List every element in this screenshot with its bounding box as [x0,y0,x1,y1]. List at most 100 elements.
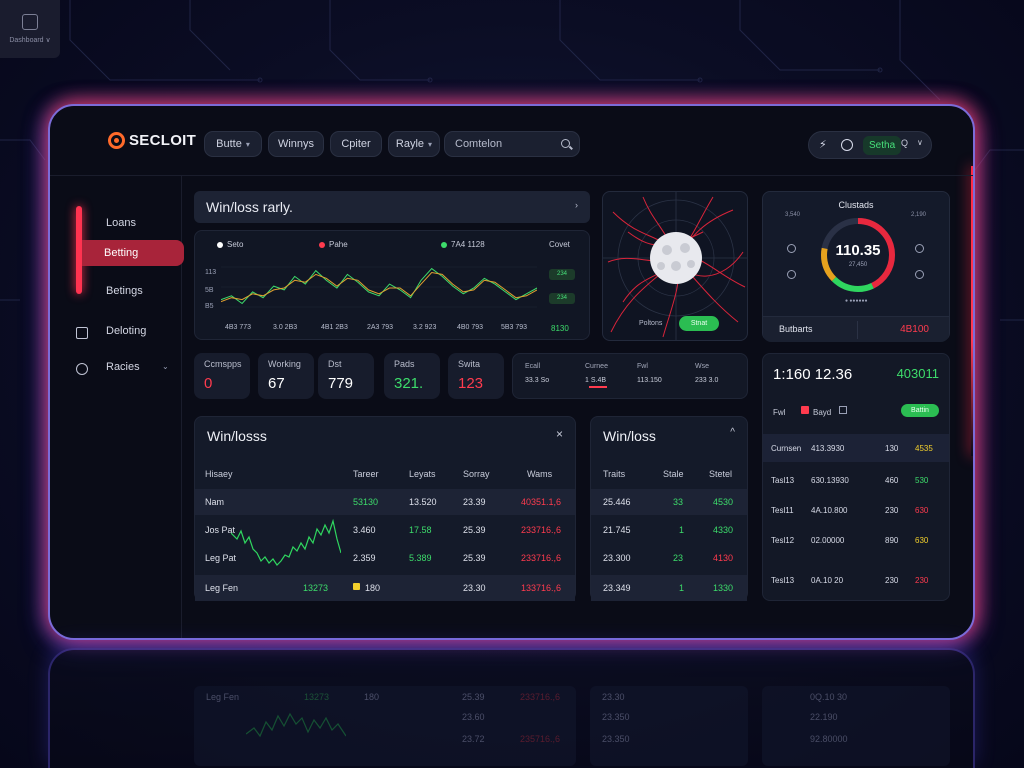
cell: 17.58 [409,525,432,535]
table-row[interactable]: Leg Pat 2.359 5.389 25.39 233716.,6 [195,545,575,571]
sidebar-item-racies[interactable]: Racies [84,354,186,380]
search-icon[interactable]: Q [901,138,909,148]
clock-icon [76,363,88,375]
table-row[interactable]: Nam 53130 13.520 23.39 40351.1,6 [195,489,575,515]
table-row[interactable]: Tesl12 02.00000 890 630 [763,526,949,554]
nav-winnys[interactable]: Winnys [268,131,324,157]
grid-icon [915,270,924,279]
nav-butte-dropdown[interactable]: Butte ▾ [204,131,262,157]
legend-label: 7A4 1128 [451,240,485,249]
sidebar-item-betings[interactable]: Betings [84,278,186,304]
cell: 230 [915,576,929,585]
table-row[interactable]: 25.446 33 4530 [591,489,747,515]
reflection-text: 13273 [304,692,330,702]
stat-label: Working [268,359,301,369]
sidebar-item-deloting[interactable]: Deloting [84,318,186,344]
table-row[interactable]: 23.300 23 4130 [591,545,747,571]
plug-icon[interactable]: ⚡ [819,139,827,151]
cell: 23.300 [603,553,631,563]
stat-card[interactable]: Ccmspps 0 [194,353,250,399]
stat-card[interactable]: Pads 321. [384,353,440,399]
legend-dot [441,241,447,248]
column-header[interactable]: Stale [663,469,684,479]
nav-cpiter[interactable]: Cpiter [330,131,382,157]
stat-card[interactable]: Dst 779 [318,353,374,399]
strip-header: Fwl [637,363,648,370]
chart-title-bar[interactable]: Win/loss rarly. › [194,191,590,223]
sidebar-item-loans[interactable]: Loans [84,210,186,236]
chevron-up-icon[interactable]: ^ [730,427,735,438]
sidebar-item-betting[interactable]: Betting [82,240,184,266]
column-header[interactable]: Traits [603,469,626,479]
strip-red-indicator [589,386,607,388]
table-row[interactable]: Curnsen 413.3930 130 4535 [763,434,949,462]
cell: Nam [205,497,225,507]
nav-label: Winnys [277,138,315,150]
table-row[interactable]: Leg Fen 13273 180 23.30 133716.,6 [195,575,575,601]
winloss-small-panel: Win/loss ^ Traits Stale Stetel 25.446 33… [590,416,748,601]
top-bar: SECLOIT Butte ▾ Winnys Cpiter Rayle ▾ Co… [50,106,973,176]
chevron-down-icon[interactable]: ⌄ [162,362,169,371]
x-tick-label: 3.0 2B3 [273,324,298,331]
reflection-text: 23.60 [462,712,485,722]
battin-button[interactable]: Battin [901,404,939,417]
stat-card[interactable]: Swita 123 [448,353,504,399]
gauge-legend-dots: ● ●●●●●● [845,298,868,304]
table-row[interactable]: 23.349 1 1330 [591,575,747,601]
corner-dashboard-menu[interactable]: Dashboard ∨ [0,0,60,58]
search-icon[interactable] [561,139,570,148]
winloss-table-panel: Win/losss × Hisaey Tareer Leyats Sorray … [194,416,576,601]
cell: Tesl12 [771,536,795,545]
setha-pill[interactable]: Setha [863,136,902,155]
column-header[interactable]: Stetel [709,469,733,479]
column-header[interactable]: Sorray [463,469,490,479]
x-tick-label: 2A3 793 [367,324,394,331]
cell: 890 [885,536,899,545]
map-action-button[interactable]: Stnat [679,316,719,331]
network-map [603,192,747,340]
stat-value: 779 [328,375,354,392]
legend-right-label: Covet [549,240,570,249]
cell: 530 [915,476,929,485]
table-row[interactable]: Tesl13 0A.10 20 230 230 [763,566,949,594]
pricing-sub-label: Fwl [773,408,786,417]
table-row[interactable]: Tesl11 4A.10.800 230 630 [763,496,949,524]
gauge-subvalue: 27,450 [848,262,868,268]
column-header[interactable]: Hisaey [205,469,233,479]
table-row[interactable]: Jos Pat 3.460 17.58 25.39 233716.,6 [195,517,575,543]
strip-header: Wse [695,363,709,370]
column-header[interactable]: Tareer [353,469,379,479]
globe-icon[interactable] [841,139,853,151]
settings-icon [787,244,796,253]
cell: 230 [885,576,899,585]
cell: 630 [915,506,929,515]
sidebar-item-label: Betings [106,285,143,297]
column-header[interactable]: Leyats [409,469,436,479]
reflection-text: 233716.,6 [520,692,561,702]
brand-logo[interactable]: SECLOIT [108,132,196,149]
chevron-right-icon[interactable]: › [575,200,578,210]
stat-card[interactable]: Working 67 [258,353,314,399]
toolbar-right: ⚡ Setha Q ∨ [808,131,932,159]
chevron-down-icon[interactable]: ∨ [917,138,923,147]
table-row[interactable]: 21.745 1 4330 [591,517,747,543]
cell: 5.389 [409,553,432,563]
close-icon[interactable]: × [555,427,563,441]
strip-value: 1 S.4B [585,377,607,384]
stat-label: Ccmspps [204,359,242,369]
cell: 23.39 [463,497,486,507]
reflection-text: 92.80000 [810,734,848,744]
column-header[interactable]: Wams [527,469,553,479]
cell: 53130 [353,497,379,507]
search-input[interactable]: Comtelon [444,131,580,157]
stat-value: 67 [268,375,285,392]
reflection-text: Leg Fen [206,692,240,702]
cell: 23 [673,553,684,563]
table-row[interactable]: Tasl13 630.13930 460 530 [763,466,949,494]
shirt-icon [22,14,38,30]
cell: 630 [915,536,929,545]
nav-rayle-dropdown[interactable]: Rayle ▾ [388,131,440,157]
cell: Jos Pat [205,525,236,535]
panel-title: Win/losss [207,428,267,444]
